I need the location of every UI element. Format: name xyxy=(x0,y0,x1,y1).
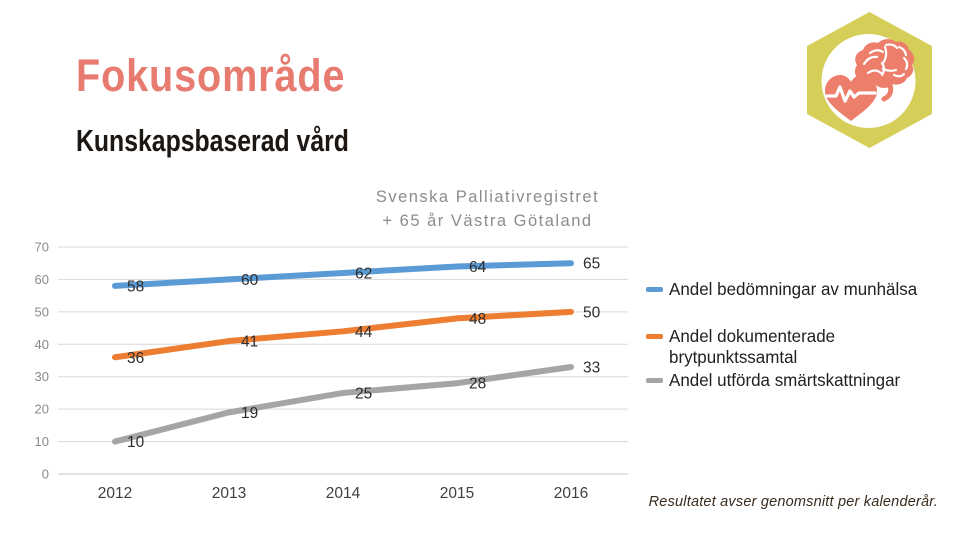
y-axis-tick-label: 40 xyxy=(35,337,49,352)
series-line xyxy=(112,363,574,445)
chart-title-line2: + 65 år Västra Götaland xyxy=(382,211,593,230)
brain-heart-hexagon-icon xyxy=(807,12,932,148)
data-label: 36 xyxy=(127,350,144,367)
chart-legend: Andel bedömningar av munhälsa Andel doku… xyxy=(646,279,948,391)
y-axis-tick-label: 30 xyxy=(35,369,49,384)
data-label: 48 xyxy=(469,311,486,328)
data-label: 10 xyxy=(127,434,145,451)
chart-title-line1: Svenska Palliativregistret xyxy=(375,188,600,206)
legend-marker-blue-icon xyxy=(646,287,663,292)
data-label: 44 xyxy=(355,324,373,341)
x-axis-label: 2013 xyxy=(212,485,246,502)
chart-title: Svenska Palliativregistret + 65 år Västr… xyxy=(295,186,680,234)
slide-title: Fokusområde xyxy=(76,50,346,101)
x-axis-label: 2015 xyxy=(440,485,474,502)
data-label: 58 xyxy=(127,278,144,295)
footer-note: Resultatet avser genomsnitt per kalender… xyxy=(648,494,938,510)
line-chart: 0 10 20 30 40 50 60 70 2012 2013 2014 2015 2016 58 60 6… xyxy=(35,240,628,502)
legend-label: Andel bedömningar av munhälsa xyxy=(669,279,918,299)
x-axis-label: 2014 xyxy=(326,485,361,502)
heart-icon xyxy=(825,75,877,121)
y-axis-tick-label: 60 xyxy=(35,272,49,287)
y-axis-tick-label: 70 xyxy=(35,240,49,255)
legend-marker-orange-icon xyxy=(646,334,663,339)
data-label: 64 xyxy=(469,259,487,276)
legend-label: Andel dokumenterade brytpunktssamtal xyxy=(669,326,836,367)
y-axis-tick-label: 0 xyxy=(42,467,49,482)
data-label: 19 xyxy=(241,405,258,422)
data-label: 60 xyxy=(241,272,259,289)
slide-subtitle: Kunskapsbaserad vård xyxy=(76,123,349,158)
data-label: 25 xyxy=(355,385,372,402)
brain-icon xyxy=(854,39,915,102)
legend-item-brytpunktssamtal: Andel dokumenterade brytpunktssamtal xyxy=(646,326,948,368)
y-axis-tick-label: 20 xyxy=(35,402,49,417)
y-axis-tick-label: 10 xyxy=(35,434,49,449)
x-axis-label: 2016 xyxy=(554,485,588,502)
data-label: 65 xyxy=(583,256,600,273)
data-label: 33 xyxy=(583,359,600,376)
legend-label: Andel utförda smärtskattningar xyxy=(669,370,901,390)
data-label: 62 xyxy=(355,265,372,282)
series-line xyxy=(112,308,574,361)
data-label: 28 xyxy=(469,376,486,393)
x-axis-label: 2012 xyxy=(98,485,132,502)
legend-item-munhalsa: Andel bedömningar av munhälsa xyxy=(646,279,948,300)
series-line xyxy=(112,260,574,289)
data-label: 50 xyxy=(583,304,601,321)
legend-item-smartskattningar: Andel utförda smärtskattningar xyxy=(646,370,948,391)
y-axis-tick-label: 50 xyxy=(35,304,49,319)
data-label: 41 xyxy=(241,334,258,351)
legend-marker-gray-icon xyxy=(646,378,663,383)
